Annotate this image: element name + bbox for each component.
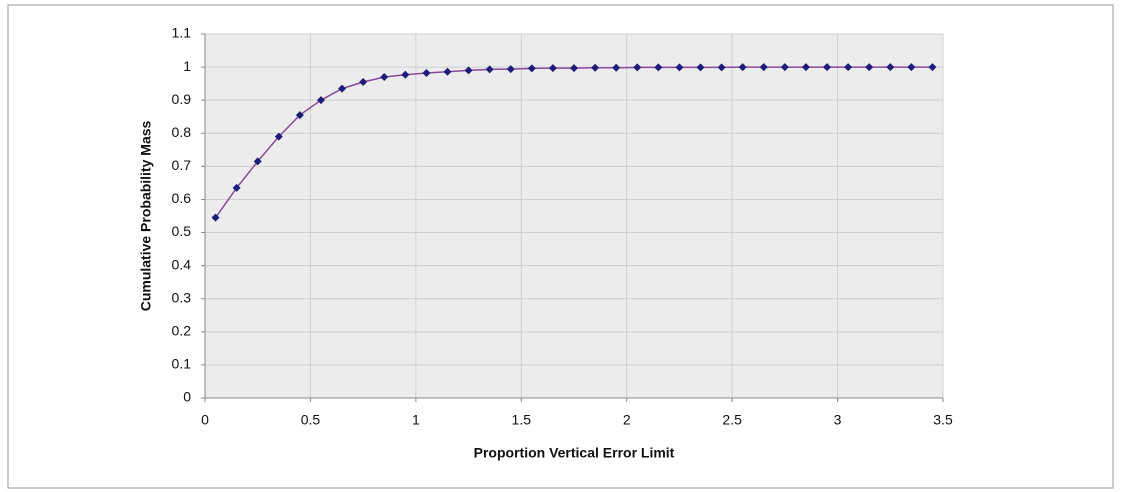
data-point <box>928 63 937 72</box>
y-tick-label: 1 <box>183 58 191 74</box>
data-point <box>738 63 747 72</box>
data-point <box>380 73 389 82</box>
data-point <box>570 64 578 73</box>
x-tick-label: 1 <box>412 412 420 428</box>
data-point <box>654 63 663 72</box>
y-tick-label: 0.2 <box>172 323 192 339</box>
y-tick-label: 0.4 <box>172 256 192 272</box>
x-tick-label: 2.5 <box>722 412 742 428</box>
data-point <box>232 183 241 192</box>
data-point <box>886 63 895 72</box>
y-tick-label: 0 <box>183 389 191 405</box>
data-point <box>295 111 304 120</box>
data-point <box>548 64 557 73</box>
x-tick-label: 2 <box>623 412 631 428</box>
data-point <box>633 63 642 72</box>
data-point <box>443 67 452 76</box>
data-point <box>253 157 262 166</box>
data-point <box>780 63 789 72</box>
y-tick-label: 0.8 <box>172 124 192 140</box>
plot-area <box>205 34 943 398</box>
data-point <box>422 69 431 78</box>
data-point <box>823 63 832 72</box>
data-point <box>675 63 684 72</box>
x-tick-label: 3.5 <box>933 412 953 428</box>
data-point <box>464 66 473 75</box>
y-axis-title: Cumulative Probability Mass <box>138 120 154 311</box>
data-point <box>527 64 536 73</box>
y-tick-label: 1.1 <box>172 25 192 41</box>
data-point <box>316 96 325 105</box>
x-axis-title: Proportion Vertical Error Limit <box>474 445 675 461</box>
data-point <box>591 63 600 72</box>
data-point <box>506 65 515 74</box>
data-point <box>717 63 726 72</box>
data-point <box>801 63 810 72</box>
x-tick-label: 1.5 <box>512 412 532 428</box>
data-point <box>274 132 283 141</box>
data-point <box>759 63 768 72</box>
data-point <box>338 84 347 93</box>
y-tick-label: 0.1 <box>172 356 192 372</box>
data-point <box>485 65 494 74</box>
data-point <box>401 70 410 79</box>
y-tick-label: 0.3 <box>172 289 192 305</box>
y-tick-label: 0.7 <box>172 157 192 173</box>
data-point <box>865 63 874 72</box>
x-tick-label: 0 <box>201 412 209 428</box>
data-point <box>844 63 853 72</box>
data-point <box>612 63 621 72</box>
x-tick-label: 0.5 <box>301 412 321 428</box>
data-point <box>211 213 220 222</box>
x-tick-label: 3 <box>834 412 842 428</box>
data-point <box>696 63 705 72</box>
y-tick-label: 0.6 <box>172 190 192 206</box>
data-point <box>359 77 368 86</box>
y-tick-label: 0.5 <box>172 223 192 239</box>
data-point <box>907 63 916 72</box>
y-tick-label: 0.9 <box>172 91 192 107</box>
